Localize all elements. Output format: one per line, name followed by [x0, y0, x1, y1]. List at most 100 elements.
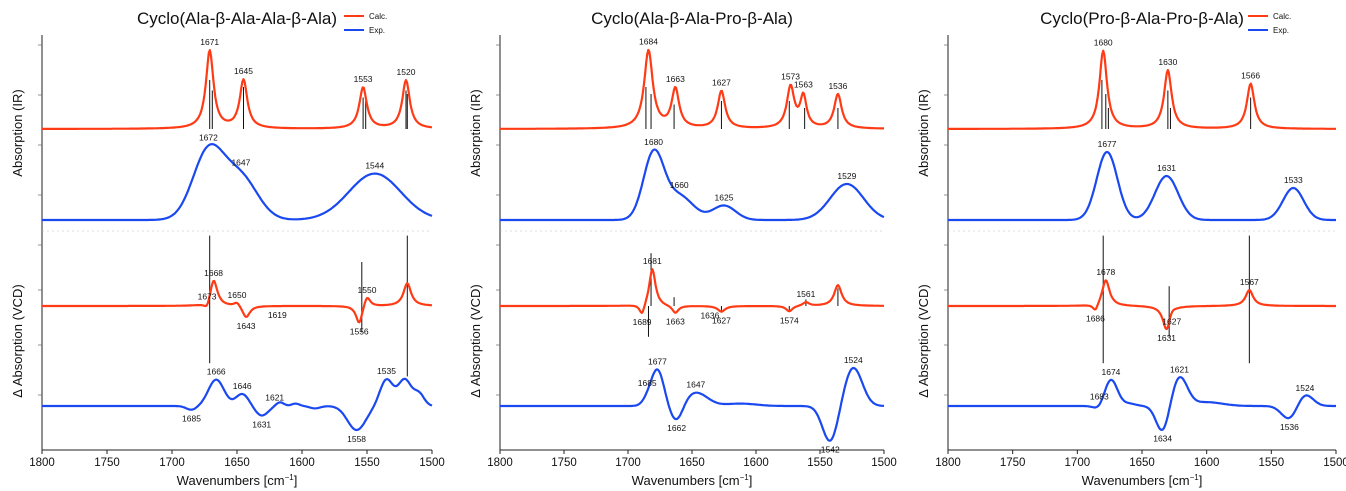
peak-label: 1680	[644, 137, 663, 147]
series-line-ir-exp	[948, 151, 1336, 222]
peak-label: 1662	[667, 423, 686, 433]
y-axis-label-ir: Absorption (IR)	[916, 89, 931, 176]
x-axis-label-sup: −1	[740, 473, 750, 482]
peak-label: 1680	[1094, 38, 1113, 48]
peak-label: 1529	[837, 171, 856, 181]
peak-label: 1683	[1090, 392, 1109, 402]
peak-label: 1684	[639, 37, 658, 47]
peak-label: 1666	[207, 367, 226, 377]
x-tick-label: 1800	[29, 457, 55, 469]
peak-label: 1650	[228, 290, 247, 300]
peak-label: 1645	[234, 66, 253, 76]
peak-label: 1573	[781, 71, 800, 81]
peak-label: 1524	[844, 355, 863, 365]
peak-label: 1574	[780, 315, 799, 325]
x-tick-label: 1700	[615, 457, 641, 469]
peak-label: 1681	[643, 256, 662, 266]
y-axis-label-vcd: Δ Absorption (VCD)	[10, 284, 25, 397]
x-axis-label: Wavenumbers [cm−1]	[1082, 473, 1203, 488]
peak-label: 1627	[712, 316, 731, 326]
peak-label: 1553	[354, 74, 373, 84]
chart-panel-3: Cyclo(Pro-β-Ala-Pro-β-Ala) Absorption (IR…	[916, 9, 1346, 488]
y-axis-label-vcd: Δ Absorption (VCD)	[916, 284, 931, 397]
chart-title: Cyclo(Ala-β-Ala-Pro-β-Ala)	[591, 9, 793, 28]
x-axis-label-end: ]	[294, 473, 298, 488]
peak-label: 1647	[231, 158, 250, 168]
y-axis-label-ir: Absorption (IR)	[468, 89, 483, 176]
peak-label: 1558	[347, 434, 366, 444]
peak-label: 1634	[1153, 434, 1172, 444]
x-tick-label: 1650	[679, 457, 705, 469]
peak-label: 1677	[648, 356, 667, 366]
peak-label: 1556	[350, 327, 369, 337]
peak-label: 1520	[397, 67, 416, 77]
peak-label: 1685	[638, 378, 657, 388]
legend-label: Exp.	[369, 26, 385, 35]
peak-label: 1631	[1157, 163, 1176, 173]
series-line-ir-calc	[42, 49, 433, 130]
peak-label: 1677	[1098, 139, 1117, 149]
x-tick-label: 1750	[94, 457, 120, 469]
peak-label: 1672	[199, 132, 218, 142]
peak-label: 1524	[1295, 383, 1314, 393]
legend-label: Calc.	[369, 12, 387, 21]
peak-label: 1671	[200, 37, 219, 47]
peak-label: 1627	[1162, 317, 1181, 327]
peak-label: 1627	[712, 78, 731, 88]
x-axis-label-sup: −1	[1190, 473, 1200, 482]
x-tick-label: 1650	[224, 457, 250, 469]
peak-label: 1631	[252, 419, 271, 429]
peak-label: 1678	[1096, 267, 1115, 277]
series-line-ir-calc	[500, 48, 884, 130]
peak-label: 1668	[204, 268, 223, 278]
series-line-vcd-calc	[948, 279, 1336, 331]
peak-label: 1621	[265, 393, 284, 403]
legend-label: Calc.	[1273, 12, 1291, 21]
peak-label: 1544	[365, 161, 384, 171]
peak-label: 1646	[233, 381, 252, 391]
x-tick-label: 1700	[159, 457, 185, 469]
x-tick-label: 1550	[1259, 457, 1285, 469]
y-axis-label-vcd: Δ Absorption (VCD)	[468, 284, 483, 397]
peak-label: 1536	[828, 81, 847, 91]
peak-label: 1689	[633, 317, 652, 327]
x-axis-label: Wavenumbers [cm−1]	[177, 473, 298, 488]
x-tick-label: 1750	[1000, 457, 1026, 469]
series-line-vcd-exp	[500, 366, 885, 442]
x-axis-label-text: Wavenumbers [cm	[1082, 473, 1190, 488]
x-tick-label: 1500	[871, 457, 897, 469]
series-line-ir-calc	[948, 49, 1336, 130]
peak-label: 1686	[1086, 313, 1105, 323]
peak-label: 1625	[715, 192, 734, 202]
series-line-vcd-exp	[42, 377, 433, 432]
chart-panel-2: Cyclo(Ala-β-Ala-Pro-β-Ala) Absorption (IR…	[468, 9, 897, 488]
peak-label: 1561	[796, 289, 815, 299]
peak-label: 1674	[1101, 367, 1120, 377]
x-tick-label: 1550	[354, 457, 380, 469]
x-axis-label-end: ]	[1199, 473, 1203, 488]
peak-label: 1619	[268, 310, 287, 320]
peak-label: 1567	[1240, 277, 1259, 287]
peak-label: 1533	[1284, 175, 1303, 185]
x-tick-label: 1550	[807, 457, 833, 469]
x-tick-label: 1700	[1065, 457, 1091, 469]
chart-title: Cyclo(Ala-β-Ala-Ala-β-Ala)	[137, 9, 337, 28]
x-axis-label-sup: −1	[285, 473, 295, 482]
peak-label: 1563	[794, 79, 813, 89]
x-axis-label: Wavenumbers [cm−1]	[632, 473, 753, 488]
peak-label: 1566	[1241, 71, 1260, 81]
x-tick-label: 1600	[1194, 457, 1220, 469]
x-axis-label-end: ]	[749, 473, 753, 488]
peak-label: 1673	[198, 292, 217, 302]
x-tick-label: 1500	[1323, 457, 1346, 469]
series-line-vcd-calc	[500, 268, 884, 314]
series-line-vcd-exp	[948, 376, 1336, 431]
peak-label: 1536	[1280, 422, 1299, 432]
x-tick-label: 1500	[419, 457, 445, 469]
peak-label: 1643	[237, 321, 256, 331]
x-tick-label: 1600	[289, 457, 315, 469]
x-axis-label-text: Wavenumbers [cm	[632, 473, 740, 488]
peak-label: 1630	[1158, 57, 1177, 67]
peak-label: 1663	[666, 317, 685, 327]
